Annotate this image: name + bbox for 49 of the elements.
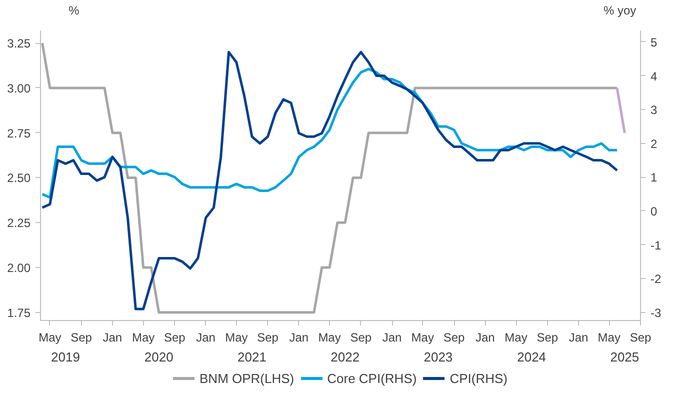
legend-label: BNM OPR(LHS) (200, 370, 294, 386)
x-tick-label: Jan (568, 330, 588, 344)
x2-tick-label: 2025 (610, 350, 640, 364)
x-tick-label: May (318, 330, 341, 344)
x-tick-label: May (504, 330, 528, 344)
x2-tick-label: 2020 (144, 350, 174, 364)
y2-tick-label: -2 (650, 272, 662, 286)
legend-label: CPI(RHS) (450, 370, 508, 386)
y-axis-title: % (68, 4, 80, 18)
y2-tick-label: 0 (650, 204, 658, 218)
line-series (41, 68, 618, 199)
x-tick-label: Sep (350, 330, 372, 344)
y2-tick-label: 4 (650, 69, 658, 84)
y-tick-label: 2.50 (7, 171, 31, 186)
x-tick-label: May (38, 330, 62, 344)
x2-tick-label: 2019 (51, 350, 80, 364)
x-tick-label: May (132, 330, 155, 344)
legend-label: Core CPI(RHS) (327, 370, 417, 386)
x2-tick-label: 2022 (330, 350, 360, 364)
y2-tick-label: -1 (650, 238, 662, 252)
x-tick-label: Jan (382, 330, 402, 344)
x-tick-label: Jan (196, 330, 216, 344)
x-tick-label: Sep (536, 330, 558, 344)
x-tick-label: May (598, 330, 620, 344)
x2-tick-label: 2023 (424, 350, 453, 364)
y2-tick-label: 1 (650, 170, 658, 185)
y-tick-label: 3.00 (7, 81, 31, 96)
x-tick-label: May (225, 330, 248, 344)
x2-tick-label: 2024 (517, 350, 546, 364)
x-tick-label: Jan (289, 330, 309, 344)
x-tick-label: Sep (630, 330, 652, 344)
y2-tick-label: -3 (650, 306, 662, 320)
y2-axis-title: % yoy (603, 4, 636, 18)
x-tick-label: Sep (70, 330, 92, 344)
x-tick-label: Sep (257, 330, 279, 344)
x2-tick-label: 2021 (238, 350, 266, 364)
y-tick-label: 1.75 (7, 306, 31, 320)
y2-tick-label: 3 (650, 103, 658, 118)
y-tick-label: 2.00 (7, 261, 31, 276)
y-tick-label: 3.25 (7, 36, 31, 51)
y2-tick-label: 2 (650, 136, 658, 151)
x-tick-label: May (411, 330, 434, 344)
x-tick-label: Sep (164, 330, 186, 344)
y-tick-label: 2.75 (7, 126, 31, 140)
y-tick-label: 2.25 (7, 216, 31, 230)
y2-tick-label: 5 (650, 35, 658, 50)
x-tick-label: Jan (475, 330, 495, 344)
x-tick-label: Jan (102, 330, 122, 344)
x-tick-label: Sep (443, 330, 466, 344)
